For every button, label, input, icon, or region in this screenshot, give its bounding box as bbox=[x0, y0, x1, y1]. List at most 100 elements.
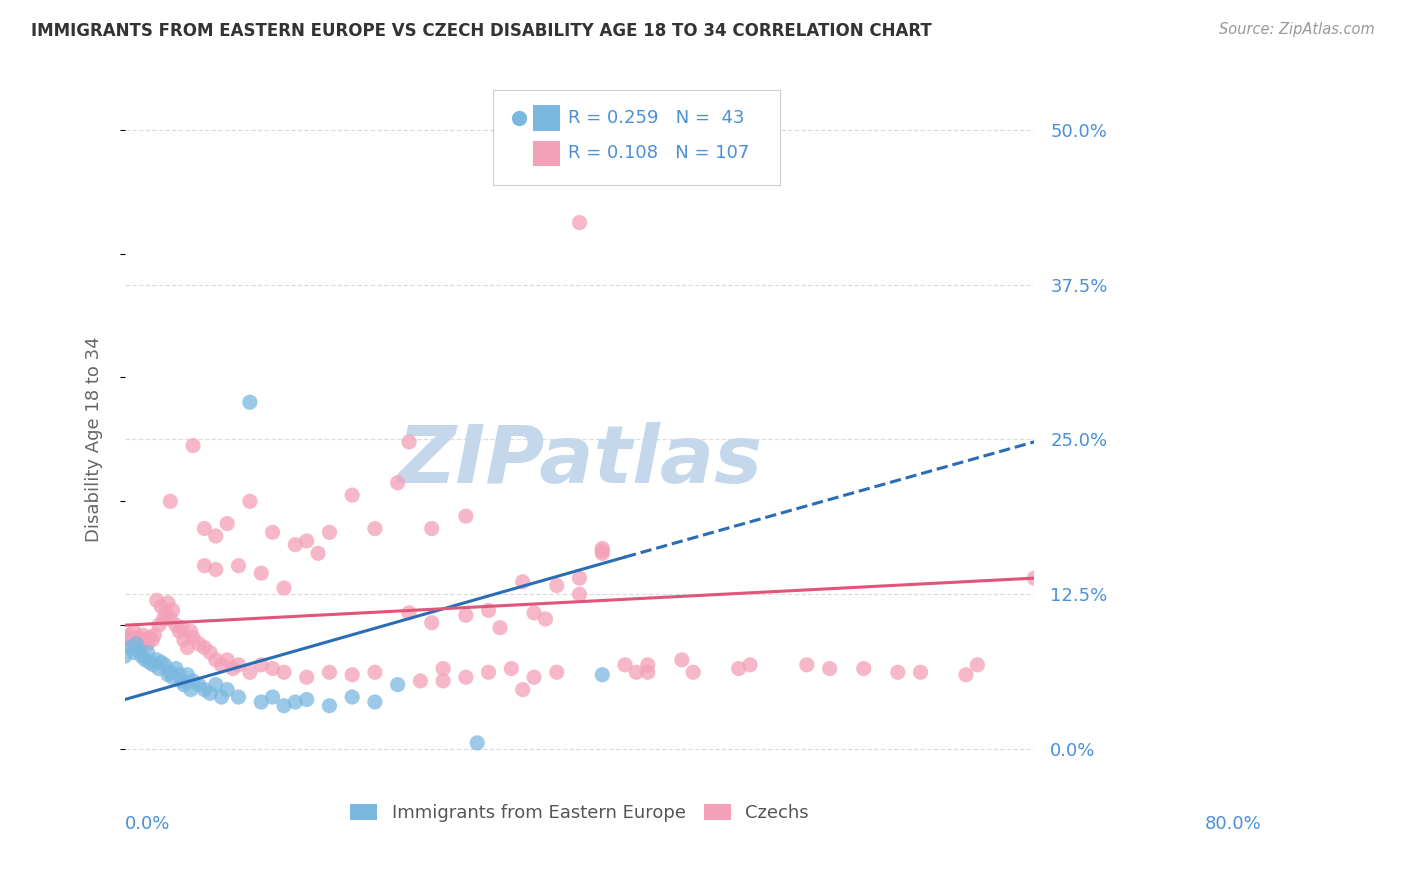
Point bbox=[155, 606, 177, 620]
Point bbox=[181, 673, 204, 688]
Point bbox=[170, 621, 193, 635]
Y-axis label: Disability Age 18 to 34: Disability Age 18 to 34 bbox=[86, 336, 103, 542]
Point bbox=[193, 682, 215, 697]
Point bbox=[591, 546, 613, 560]
Point bbox=[489, 621, 512, 635]
Point bbox=[222, 661, 245, 675]
Point bbox=[478, 603, 501, 617]
Point bbox=[198, 686, 221, 700]
Point bbox=[115, 631, 138, 645]
Point bbox=[169, 667, 191, 681]
Point bbox=[250, 657, 273, 672]
Point bbox=[591, 667, 613, 681]
Point bbox=[125, 637, 148, 651]
Point bbox=[187, 637, 209, 651]
Point bbox=[682, 665, 704, 680]
Text: Source: ZipAtlas.com: Source: ZipAtlas.com bbox=[1219, 22, 1375, 37]
Point bbox=[173, 678, 195, 692]
Point bbox=[409, 673, 432, 688]
Point bbox=[262, 525, 284, 540]
Point bbox=[512, 682, 534, 697]
Point bbox=[523, 670, 546, 684]
Point bbox=[591, 541, 613, 556]
Text: ZIPatlas: ZIPatlas bbox=[396, 422, 762, 500]
Point bbox=[239, 395, 262, 409]
Point bbox=[250, 695, 273, 709]
Point bbox=[318, 665, 340, 680]
Point bbox=[340, 667, 363, 681]
Point bbox=[170, 673, 193, 688]
Point bbox=[121, 633, 143, 648]
Point bbox=[134, 653, 156, 667]
Point bbox=[534, 612, 557, 626]
Point bbox=[1024, 571, 1046, 585]
Point bbox=[340, 690, 363, 704]
Point bbox=[198, 645, 221, 659]
Point bbox=[122, 645, 145, 659]
Point bbox=[818, 661, 841, 675]
Point bbox=[228, 657, 250, 672]
Point bbox=[141, 633, 163, 648]
Point bbox=[239, 494, 262, 508]
Point bbox=[139, 631, 162, 645]
Point bbox=[796, 657, 818, 672]
Point bbox=[432, 673, 454, 688]
Point bbox=[157, 596, 180, 610]
FancyBboxPatch shape bbox=[533, 105, 561, 131]
Point bbox=[176, 640, 198, 655]
Point bbox=[193, 558, 215, 573]
Point bbox=[114, 637, 136, 651]
Point bbox=[165, 661, 187, 675]
Point bbox=[157, 667, 180, 681]
Point bbox=[193, 640, 215, 655]
Point bbox=[129, 637, 152, 651]
Point bbox=[118, 628, 141, 642]
Point bbox=[181, 439, 204, 453]
Point bbox=[159, 665, 181, 680]
Point bbox=[955, 667, 977, 681]
Text: R = 0.108   N = 107: R = 0.108 N = 107 bbox=[568, 145, 749, 162]
Point bbox=[546, 665, 568, 680]
Point bbox=[180, 682, 202, 697]
Point bbox=[568, 571, 591, 585]
Point bbox=[614, 657, 637, 672]
Text: R = 0.259   N =  43: R = 0.259 N = 43 bbox=[568, 109, 744, 128]
Point bbox=[114, 649, 136, 664]
Point bbox=[217, 682, 239, 697]
Point bbox=[250, 566, 273, 581]
Point bbox=[398, 434, 420, 449]
Point bbox=[153, 657, 176, 672]
Point bbox=[187, 678, 209, 692]
Point bbox=[546, 578, 568, 592]
Text: 80.0%: 80.0% bbox=[1205, 815, 1261, 833]
Point bbox=[568, 216, 591, 230]
Point bbox=[127, 643, 149, 657]
Point bbox=[295, 670, 318, 684]
Point bbox=[217, 653, 239, 667]
Point bbox=[273, 698, 295, 713]
Point bbox=[340, 488, 363, 502]
Point bbox=[262, 690, 284, 704]
Point bbox=[217, 516, 239, 531]
Point bbox=[143, 628, 166, 642]
Point bbox=[127, 631, 149, 645]
Point bbox=[852, 661, 875, 675]
Point bbox=[136, 637, 159, 651]
FancyBboxPatch shape bbox=[494, 90, 779, 186]
Text: 0.0%: 0.0% bbox=[125, 815, 170, 833]
Point bbox=[727, 661, 749, 675]
Point bbox=[420, 615, 443, 630]
Point bbox=[671, 653, 693, 667]
Text: IMMIGRANTS FROM EASTERN EUROPE VS CZECH DISABILITY AGE 18 TO 34 CORRELATION CHAR: IMMIGRANTS FROM EASTERN EUROPE VS CZECH … bbox=[31, 22, 932, 40]
Point bbox=[318, 698, 340, 713]
Point bbox=[910, 665, 932, 680]
Point bbox=[211, 657, 233, 672]
Point bbox=[142, 657, 165, 672]
Point bbox=[364, 695, 387, 709]
Point bbox=[176, 667, 198, 681]
Point bbox=[152, 612, 174, 626]
Point bbox=[364, 522, 387, 536]
Point bbox=[966, 657, 988, 672]
Point bbox=[501, 661, 523, 675]
Point bbox=[284, 538, 307, 552]
